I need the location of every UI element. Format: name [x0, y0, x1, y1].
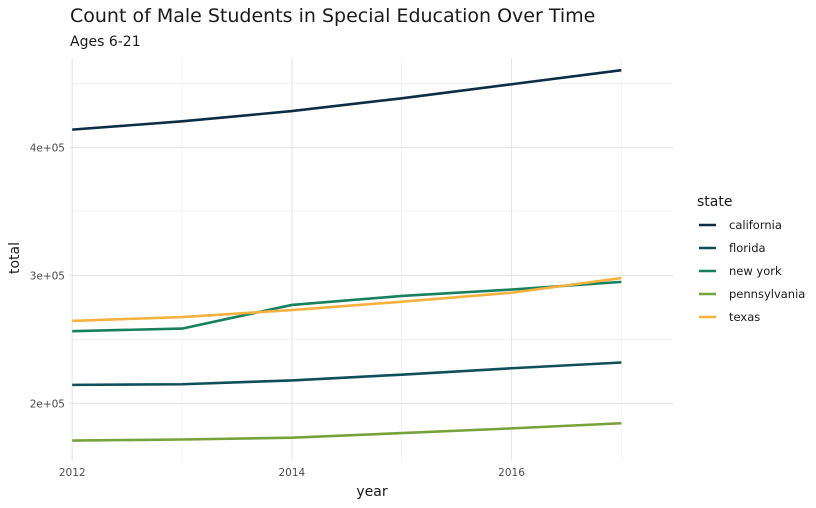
series-line-pennsylvania: [72, 421, 622, 442]
series-line-florida: [72, 361, 622, 387]
y-axis-title: total: [7, 242, 23, 274]
legend-label-pennsylvania: pennsylvania: [729, 287, 805, 301]
legend-label-texas: texas: [729, 310, 760, 324]
x-tick-label: 2012: [59, 467, 86, 479]
x-tick-label: 2016: [498, 467, 525, 479]
legend-label-california: california: [729, 218, 782, 232]
legend-label-new-york: new york: [729, 264, 782, 278]
x-axis-ticks: 2012 2014 2016: [59, 467, 525, 479]
y-tick-label: 4e+05: [30, 143, 65, 155]
y-tick-label: 3e+05: [30, 270, 65, 282]
series-line-new-york: [72, 280, 622, 333]
y-axis-ticks: 2e+05 3e+05 4e+05: [30, 143, 65, 411]
series-lines: [72, 68, 622, 442]
legend-title: state: [697, 194, 732, 210]
y-tick-label: 2e+05: [30, 398, 65, 410]
x-axis-title: year: [356, 484, 387, 500]
legend: california florida new york pennsylvania tex…: [699, 218, 805, 324]
series-line-california: [72, 68, 622, 131]
series-line-texas: [72, 276, 622, 323]
chart-subtitle: Ages 6-21: [70, 34, 141, 50]
grid: [70, 58, 673, 461]
x-tick-label: 2014: [279, 467, 306, 479]
chart-title: Count of Male Students in Special Educat…: [70, 5, 595, 27]
legend-label-florida: florida: [729, 241, 766, 255]
